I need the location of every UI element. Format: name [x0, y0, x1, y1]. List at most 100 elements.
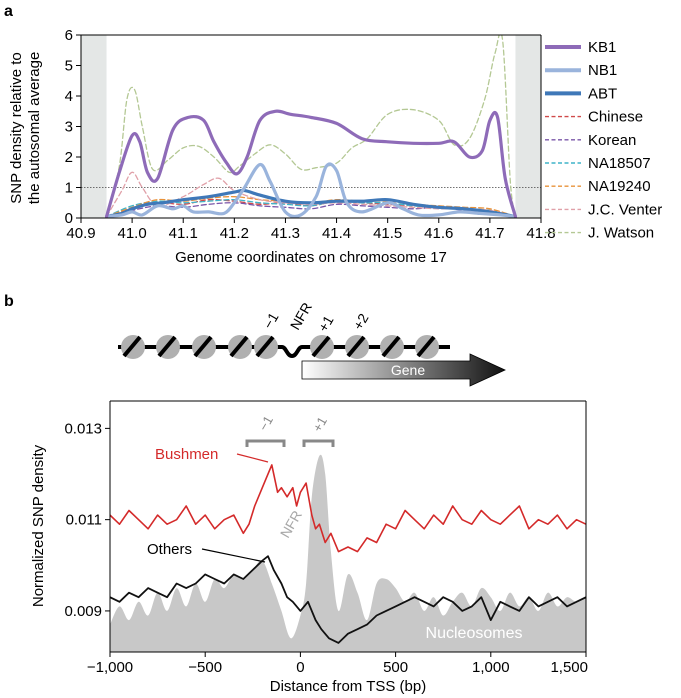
nucleosome-wrap	[193, 335, 213, 358]
x-axis-label: Distance from TSS (bp)	[270, 678, 426, 695]
x-tick-label: −1,000	[87, 659, 133, 676]
nucleosome-icon	[380, 335, 404, 359]
nucleosomes-area-group	[110, 454, 586, 652]
x-tick-label: 41.1	[169, 225, 198, 242]
series-group	[105, 35, 517, 218]
shaded-region	[81, 35, 107, 218]
y-ticks: 0.009 0.011 0.013	[64, 420, 110, 620]
nucleosome-wrap	[346, 335, 366, 358]
legend-item: Chinese	[545, 109, 643, 126]
nucleosome-wrap	[311, 335, 331, 358]
legend-label: KB1	[588, 39, 616, 56]
x-tick-label: 41.5	[373, 225, 402, 242]
y-tick-label: 3	[65, 119, 73, 136]
legend-label: Korean	[588, 132, 636, 149]
nucleosome-icon	[121, 335, 145, 359]
gene-label: Gene	[391, 362, 425, 378]
shaded-regions	[81, 35, 541, 218]
series-line-j-watson	[105, 35, 517, 218]
x-tick-label: 41.2	[220, 225, 249, 242]
dna-strand	[118, 345, 450, 359]
nucleosome-icon	[310, 335, 334, 359]
y-axis-label: SNP density relative to the autosomal av…	[8, 52, 43, 205]
nucleosomes-area	[110, 454, 586, 652]
x-axis-label: Genome coordinates on chromosome 17	[175, 249, 447, 266]
bushmen-pointer	[236, 453, 269, 463]
x-ticks: 40.9 41.0 41.1 41.2 41.3 41.4 41.5 41.6 41.7 41.8	[66, 218, 556, 242]
x-tick-label: −500	[188, 659, 222, 676]
y-tick-label: 6	[65, 27, 73, 44]
legend-label: J. Watson	[588, 225, 654, 242]
bracket-minus1-shape	[245, 439, 286, 447]
nucleosome-wrap	[255, 335, 275, 358]
y-tick-label: 0.009	[64, 603, 102, 620]
nucleosomes-label: Nucleosomes	[426, 625, 523, 642]
y-tick-label: 0.013	[64, 420, 102, 437]
y-tick-label: 2	[65, 149, 73, 166]
legend-item: Korean	[545, 132, 636, 149]
nucleosome-icon	[156, 335, 180, 359]
nucleosome-wrap	[416, 335, 436, 358]
series-line-bushmen	[110, 464, 586, 553]
series-line-nb1	[105, 162, 517, 218]
panel-a: a 0 1 2 3 4 5 6 40.9 41.0 41.1 41.2 41.3 41.4 41.5 41…	[4, 3, 662, 266]
y-tick-label: 0.011	[66, 512, 102, 529]
bracket-minus1-label: −1	[256, 413, 276, 433]
schematic-label-plus1: +1	[315, 312, 337, 334]
x-tick-label: 41.3	[271, 225, 300, 242]
legend-item: KB1	[545, 39, 616, 56]
schematic-label-minus1: −1	[260, 309, 282, 331]
x-tick-label: 0	[296, 659, 304, 676]
legend-item: NA18507	[545, 155, 651, 172]
y-axis-label: Normalized SNP density	[30, 444, 47, 607]
others-label: Others	[147, 541, 192, 558]
series-line-abt	[105, 188, 517, 218]
bracket-plus1: +1	[302, 414, 335, 447]
legend-label: Chinese	[588, 109, 643, 126]
y-axis-label-line-2: the autosomal average	[26, 52, 43, 205]
nucleosome-wrap	[381, 335, 401, 358]
x-tick-label: 41.0	[118, 225, 147, 242]
nucleosome-schematic: −1 NFR +1 +2 Gene	[118, 300, 506, 387]
nfr-label: NFR	[277, 508, 305, 541]
y-tick-label: 0	[65, 210, 73, 227]
series-line-j-c-venter	[105, 171, 517, 218]
nucleosomes-row	[121, 335, 439, 359]
nucleosome-wrap	[122, 335, 142, 358]
x-tick-label: 500	[383, 659, 408, 676]
nucleosome-icon	[228, 335, 252, 359]
x-ticks: −1,000 −500 0 500 1,000 1,500	[87, 652, 588, 676]
legend-item: NB1	[545, 62, 617, 79]
legend-label: NA19240	[588, 178, 651, 195]
x-tick-label: 40.9	[66, 225, 95, 242]
legend: KB1 NB1 ABT Chinese Korean NA18507 NA19240 J.C.…	[545, 39, 662, 242]
nucleosome-icon	[254, 335, 278, 359]
gene-arrow	[301, 353, 506, 387]
y-tick-label: 1	[65, 180, 73, 197]
legend-label: NA18507	[588, 155, 651, 172]
schematic-label-plus2: +2	[350, 310, 372, 332]
legend-item: J. Watson	[545, 225, 654, 242]
legend-label: NB1	[588, 62, 617, 79]
x-tick-label: 41.4	[322, 225, 351, 242]
series-group	[110, 464, 586, 644]
x-tick-label: 41.7	[475, 225, 504, 242]
legend-label: J.C. Venter	[588, 201, 662, 218]
others-pointer	[201, 548, 266, 563]
y-axis-label-line-1: SNP density relative to	[8, 52, 25, 203]
nucleosome-wrap	[229, 335, 249, 358]
bushmen-label: Bushmen	[155, 446, 218, 463]
y-ticks: 0 1 2 3 4 5 6	[65, 27, 81, 227]
bracket-plus1-shape	[302, 439, 335, 447]
nucleosome-icon	[415, 335, 439, 359]
series-line-others	[110, 555, 586, 644]
panel-b: b −1 NFR +1 +2 Gene 0.009 0.011 0.013 −1,0…	[4, 293, 588, 695]
x-tick-label: 41.6	[424, 225, 453, 242]
nucleosome-wrap	[157, 335, 177, 358]
panel-a-label: a	[4, 3, 13, 20]
shaded-region	[515, 35, 541, 218]
bracket-plus1-label: +1	[310, 414, 330, 434]
x-tick-label: 1,500	[550, 659, 588, 676]
y-tick-label: 5	[65, 58, 73, 75]
